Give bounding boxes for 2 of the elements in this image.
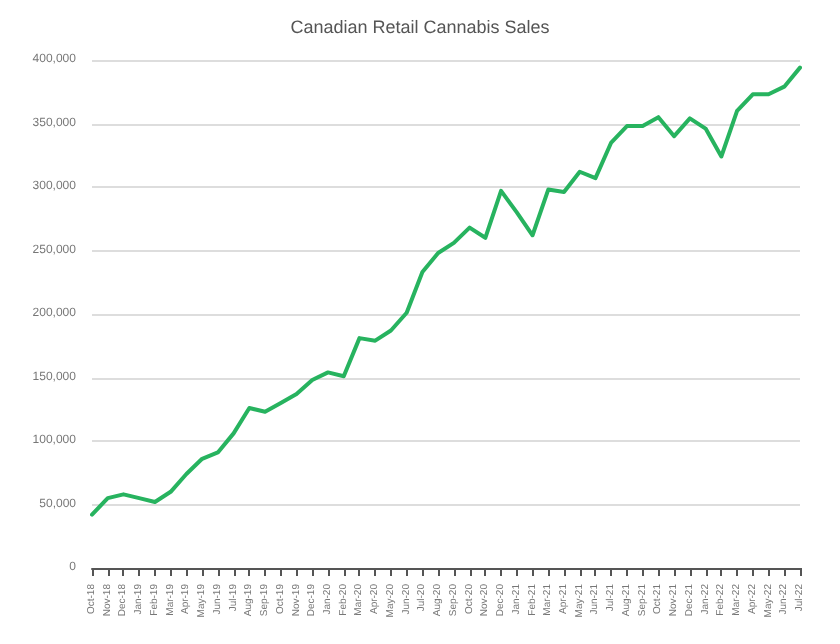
line-series	[90, 65, 802, 517]
chart-title: Canadian Retail Cannabis Sales	[290, 17, 551, 37]
